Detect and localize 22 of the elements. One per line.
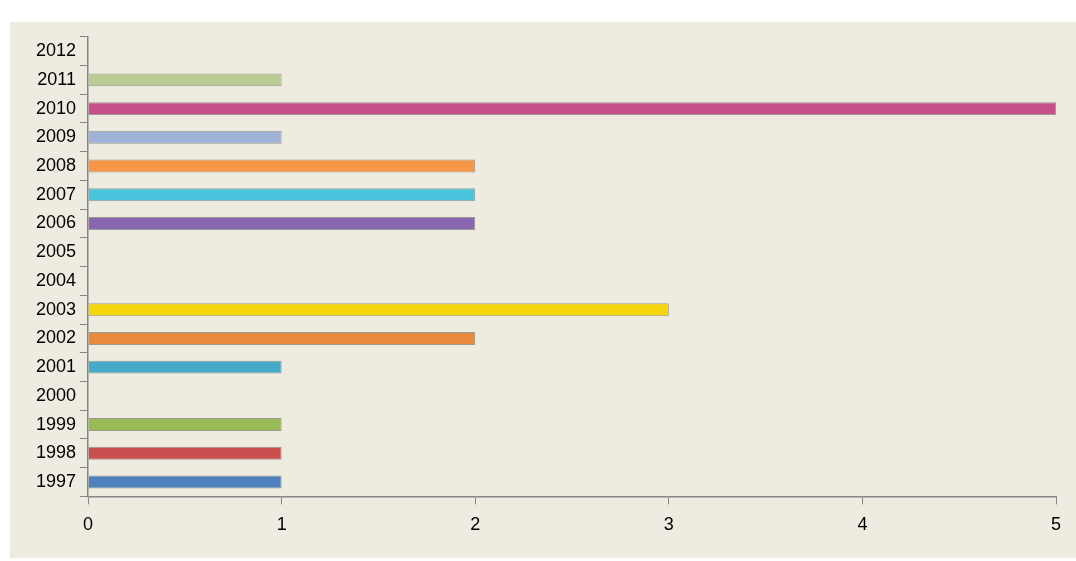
y-tick-label: 2002 [36, 327, 77, 348]
x-tick-label: 4 [857, 514, 868, 535]
y-tick-label: 2008 [36, 155, 77, 176]
y-tick-label: 2007 [36, 183, 77, 204]
x-tick-label: 0 [83, 514, 94, 535]
y-tick-label: 2000 [36, 384, 77, 405]
y-tick-label: 1997 [36, 471, 77, 492]
y-tick-label: 2010 [36, 97, 77, 118]
y-tick-label: 2012 [36, 40, 77, 61]
y-tick-label: 2011 [37, 68, 77, 89]
y-tick-label: 2001 [36, 356, 77, 377]
y-tick-label: 2005 [36, 241, 77, 262]
y-tick-label: 2009 [36, 126, 77, 147]
y-tick-label: 2003 [36, 298, 77, 319]
x-tick-label: 1 [276, 514, 287, 535]
y-tick-label: 2004 [36, 269, 77, 290]
x-tick-label: 3 [663, 514, 674, 535]
y-tick-label: 1998 [36, 442, 77, 463]
x-tick-label: 2 [470, 514, 481, 535]
y-tick-label: 1999 [36, 413, 77, 434]
x-tick-label: 5 [1050, 514, 1062, 535]
y-tick-label: 2006 [36, 212, 77, 233]
